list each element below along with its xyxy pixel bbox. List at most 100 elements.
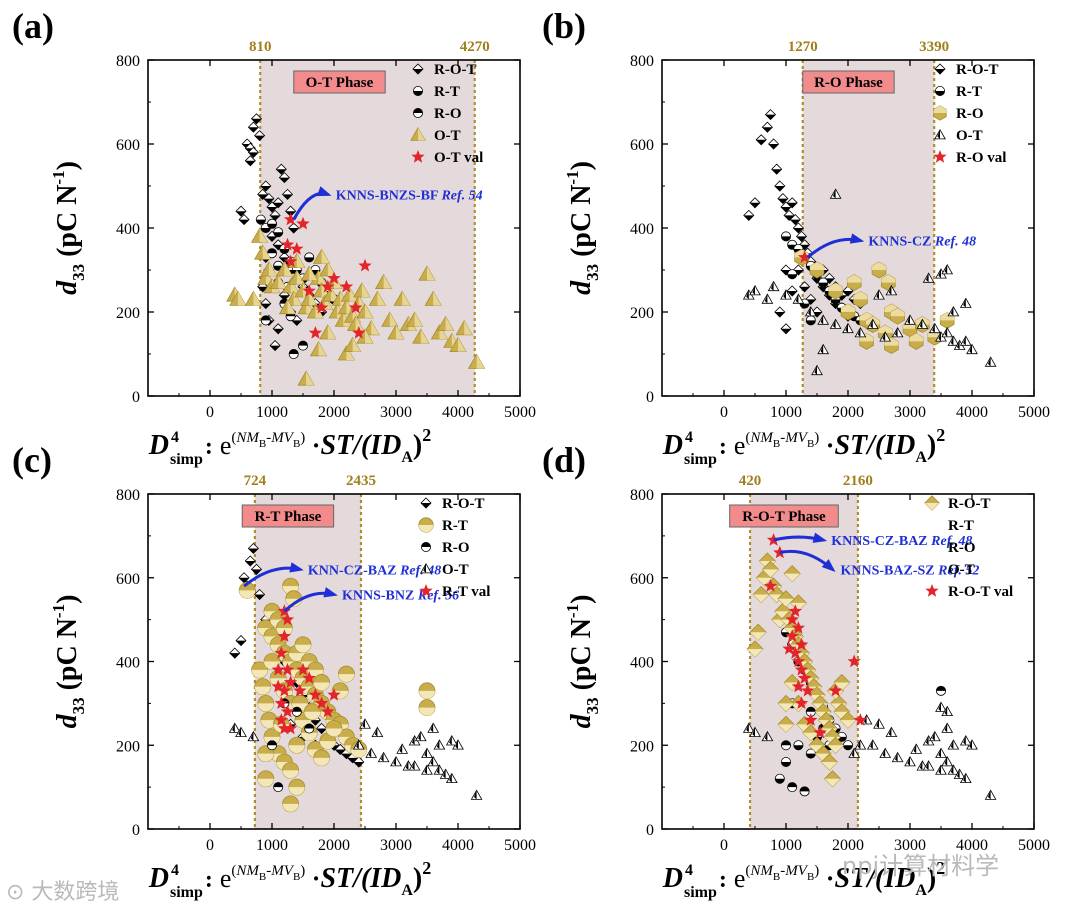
data-point-fill — [882, 332, 886, 342]
data-point — [777, 694, 795, 712]
annotation-ref: Ref. 52 — [937, 563, 979, 578]
data-point-fill — [833, 319, 836, 329]
data-point — [288, 269, 306, 285]
legend-label: R-T — [956, 84, 982, 100]
data-point — [280, 237, 295, 251]
data-point — [761, 121, 773, 133]
data-point-fill — [762, 569, 779, 578]
data-point-fill — [393, 756, 396, 766]
data-point — [278, 298, 297, 315]
data-point-fill — [365, 304, 373, 318]
y-tick-label: 600 — [116, 571, 140, 588]
data-point-fill — [890, 308, 905, 317]
x-label-part: ST/(ID — [320, 430, 401, 461]
y-label-part: 33 — [583, 264, 602, 281]
y-label-part: (pC N — [566, 618, 597, 697]
data-point — [365, 747, 378, 758]
data-point — [433, 739, 446, 750]
data-point — [283, 675, 298, 689]
data-point — [275, 163, 287, 175]
data-point-fill — [774, 611, 791, 620]
x-tick-label: 5000 — [504, 404, 536, 421]
data-point-fill — [257, 753, 274, 762]
x-label-part: e — [220, 864, 232, 893]
data-point — [371, 726, 384, 737]
x-tick-label: 3000 — [894, 404, 926, 421]
y-tick-label: 0 — [132, 822, 140, 839]
data-point-fill — [436, 740, 440, 750]
x-tick-label: 1000 — [256, 404, 288, 421]
data-point-fill — [267, 236, 277, 242]
y-tick-label: 0 — [132, 389, 140, 406]
x-label-part: : — [205, 434, 213, 460]
data-point-fill — [251, 118, 262, 124]
panel-label: (b) — [542, 6, 586, 46]
annotation-text: KNNS-BNZS-BF — [336, 188, 442, 203]
data-point — [424, 290, 442, 306]
x-label-part: 4 — [171, 862, 179, 879]
data-point-fill — [938, 765, 941, 775]
data-point-fill — [414, 312, 423, 327]
y-tick-label: 800 — [630, 487, 654, 504]
data-point-fill — [251, 669, 268, 678]
data-point — [235, 634, 247, 647]
data-point — [260, 298, 272, 310]
x-label-part: ) — [413, 430, 422, 461]
data-point — [836, 731, 847, 742]
data-point — [774, 306, 786, 318]
data-point-fill — [938, 748, 941, 758]
x-tick-label: 4000 — [442, 404, 474, 421]
y-label-part: (pC N — [52, 185, 83, 264]
x-tick-label: 2000 — [318, 837, 350, 854]
x-label-part: - — [780, 430, 785, 446]
y-tick-label: 200 — [630, 305, 654, 322]
data-point-fill — [476, 354, 485, 369]
data-point-fill — [963, 336, 966, 346]
data-point — [928, 322, 941, 334]
data-point — [847, 654, 861, 668]
x-label-part: NM — [235, 863, 260, 879]
data-point — [854, 326, 867, 338]
data-point — [833, 673, 851, 692]
data-point-fill — [938, 332, 941, 342]
data-point — [749, 726, 761, 737]
data-point-fill — [876, 290, 879, 300]
data-point-fill — [950, 306, 954, 316]
data-point-fill — [278, 274, 287, 289]
data-point — [334, 743, 346, 756]
data-point — [291, 706, 302, 717]
data-point — [788, 604, 802, 617]
data-point-fill — [389, 312, 398, 327]
data-point — [871, 261, 887, 279]
data-point-fill — [239, 577, 250, 583]
y-label-part: ) — [566, 161, 597, 170]
y-tick-label: 200 — [116, 305, 140, 322]
data-point — [229, 290, 247, 306]
legend-label: R-T — [442, 518, 468, 534]
data-point-fill — [279, 177, 290, 183]
y-label-part: d — [566, 713, 597, 728]
data-point-fill — [963, 773, 966, 783]
data-point — [813, 725, 827, 739]
data-point — [260, 711, 278, 729]
data-point — [280, 704, 295, 718]
data-point — [309, 340, 328, 357]
data-point-fill — [362, 719, 365, 729]
data-point — [746, 640, 764, 658]
data-point-fill — [293, 291, 302, 306]
y-label-part: -1 — [563, 170, 582, 184]
data-point-fill — [257, 286, 268, 292]
x-label-part: ) — [927, 863, 936, 894]
data-point-fill — [827, 690, 844, 699]
data-point — [793, 740, 804, 751]
data-point — [308, 688, 323, 701]
data-point — [797, 671, 812, 684]
data-point — [818, 277, 829, 288]
x-label-part: 4 — [171, 429, 179, 446]
x-label-part: D — [662, 430, 683, 461]
data-point-fill — [787, 291, 798, 296]
annotation-ref: Ref. 48 — [399, 563, 441, 578]
data-point-fill — [273, 328, 284, 334]
data-point — [297, 370, 315, 386]
data-point-fill — [815, 753, 832, 762]
